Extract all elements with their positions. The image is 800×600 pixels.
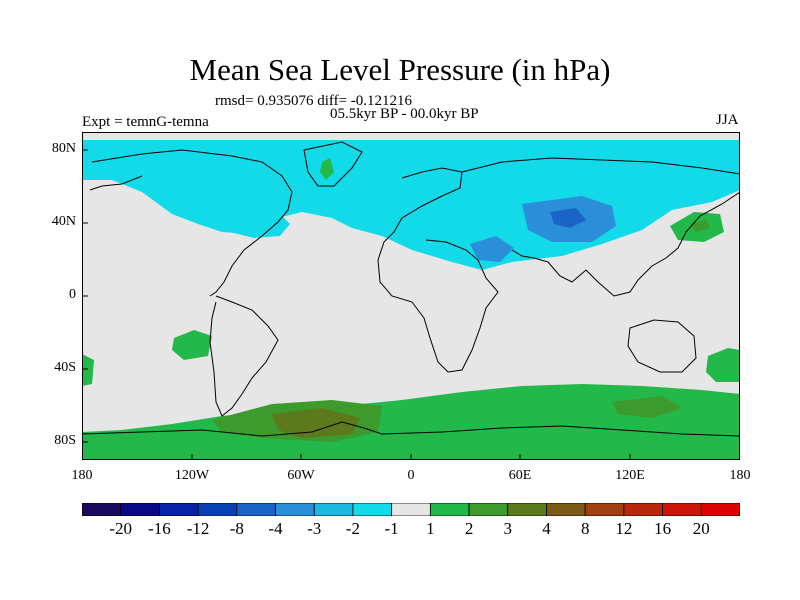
colorbar-tick-label: -16	[148, 519, 171, 538]
colorbar-box	[507, 503, 547, 516]
colorbar-box	[159, 503, 199, 516]
greenland-green-patch	[320, 158, 334, 180]
colorbar-box	[429, 503, 470, 516]
colorbar-box	[275, 503, 315, 516]
colorbar-box	[352, 503, 393, 516]
lon-label-60e: 60E	[508, 468, 532, 483]
southern-ocean-green-field	[82, 384, 740, 460]
west-edge-green-patch	[82, 354, 94, 386]
colorbar-box	[120, 503, 160, 516]
colorbar-tick-label: -8	[229, 519, 244, 538]
lat-label-80s: 80S	[54, 433, 76, 448]
north-america-coast	[89, 149, 293, 297]
colorbar-box	[236, 503, 276, 516]
colorbar-tick-label: 20	[692, 519, 710, 538]
greenland-coast	[303, 141, 363, 187]
colorbar-tick-label: 2	[464, 519, 474, 538]
colorbar-tick-label: -4	[268, 519, 283, 538]
colorbar-tick-label: 12	[615, 519, 633, 538]
lat-label-40n: 40N	[51, 214, 76, 229]
pressure-anomaly-map	[82, 132, 740, 460]
colorbar-box	[313, 503, 354, 516]
lon-label-180w: 180	[71, 468, 93, 483]
colorbar-box	[468, 503, 509, 516]
south-america-coast	[209, 295, 279, 417]
colorbar-tick-label: 8	[580, 519, 590, 538]
asia-coast	[461, 157, 740, 297]
colorbar-box	[700, 503, 740, 516]
period-text: 05.5kyr BP - 00.0kyr BP	[330, 106, 479, 122]
central-asia-deep-blue	[550, 208, 586, 228]
season-text: JJA	[716, 112, 739, 128]
lat-label-80n: 80N	[51, 141, 76, 156]
coastlines	[82, 141, 740, 437]
positive-anomaly-fields	[82, 158, 740, 460]
europe-africa-coast	[377, 167, 499, 373]
colorbar-tick-label: 4	[542, 519, 551, 538]
colorbar-tick-label: -20	[109, 519, 133, 538]
pacific-nw-olive-core	[690, 220, 710, 232]
rmsd-diff-text: rmsd= 0.935076 diff= -0.121216	[215, 93, 413, 109]
lat-label-0: 0	[69, 287, 76, 302]
axis-ticks	[82, 149, 631, 460]
south-pacific-brown-core	[272, 408, 360, 438]
colorbar-tick-label: 3	[503, 519, 513, 538]
lon-label-120e: 120E	[615, 468, 645, 483]
colorbar-box	[391, 503, 431, 516]
experiment-text: Expt = temnG-temna	[82, 114, 209, 130]
colorbar-tick-label: -12	[186, 519, 210, 538]
antarctica-coast	[82, 421, 740, 437]
south-pacific-green-patch	[706, 348, 740, 382]
middle-east-blue-field	[470, 236, 514, 262]
colorbar-tick-label: -2	[345, 519, 360, 538]
negative-anomaly-fields	[82, 140, 740, 270]
colorbar-box	[546, 503, 586, 516]
lon-label-60w: 60W	[287, 468, 315, 483]
colorbar-tick-label: -3	[307, 519, 322, 538]
colorbar-box	[82, 503, 122, 516]
colorbar-box	[584, 503, 625, 516]
colorbar-box	[197, 503, 238, 516]
lat-label-40s: 40S	[54, 360, 76, 375]
north-america-cyan-field	[222, 212, 290, 238]
australia-coast	[627, 319, 697, 373]
colorbar-tick-label: -1	[384, 519, 399, 538]
colorbar-tick-label: 1	[426, 519, 435, 538]
colorbar-box	[662, 503, 702, 516]
lon-label-120w: 120W	[174, 468, 210, 483]
plot-title: Mean Sea Level Pressure (in hPa)	[189, 52, 611, 87]
colorbar-box	[623, 503, 663, 516]
south-atlantic-green-patch	[172, 330, 212, 360]
colorbar-tick-label: 16	[654, 519, 672, 538]
indian-ocean-olive-patch	[612, 396, 682, 418]
colorbar	[82, 503, 740, 516]
lon-label-180e: 180	[729, 468, 751, 483]
lon-label-0: 0	[407, 468, 415, 483]
